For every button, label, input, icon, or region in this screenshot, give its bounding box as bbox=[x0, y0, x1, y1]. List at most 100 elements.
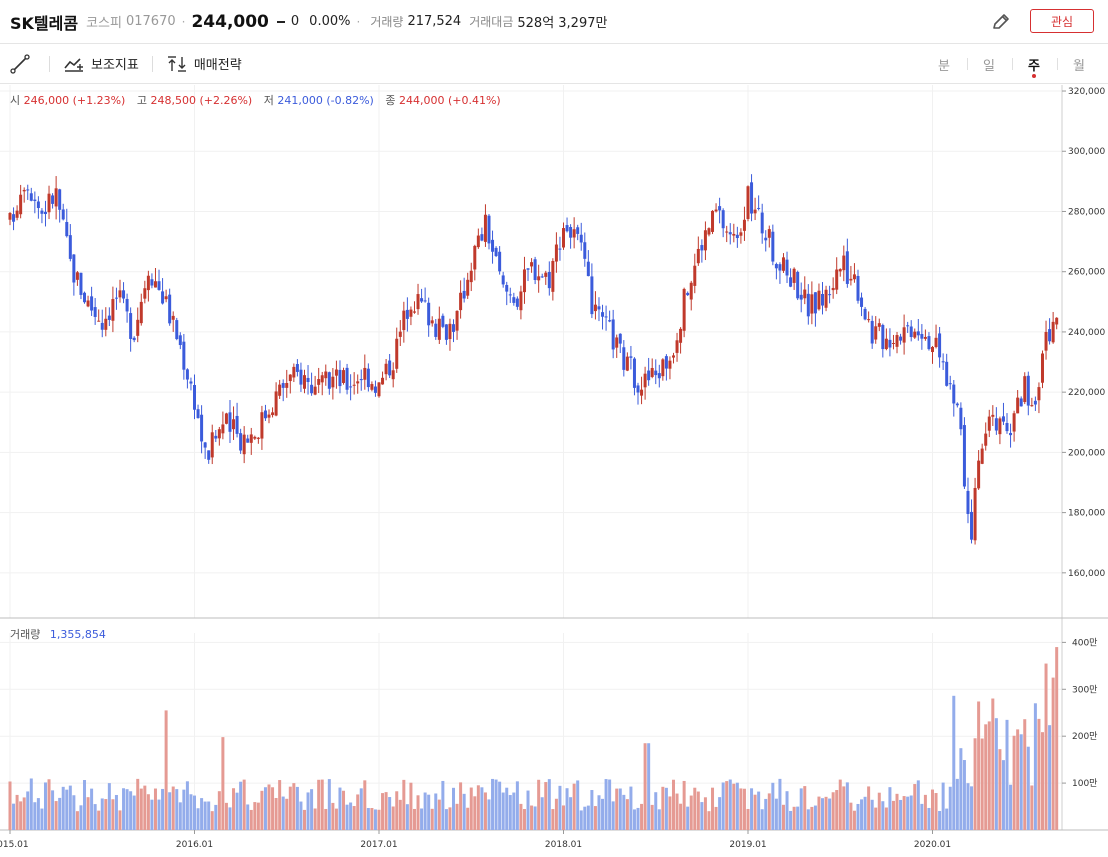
candle-body bbox=[707, 228, 711, 235]
volume-bar bbox=[189, 794, 193, 830]
volume-bar bbox=[547, 779, 551, 830]
volume-bar bbox=[537, 779, 541, 830]
candle-body bbox=[107, 315, 111, 320]
candle-body bbox=[526, 268, 530, 270]
volume-bar bbox=[611, 801, 615, 830]
candle-body bbox=[817, 290, 821, 310]
volume-bar bbox=[473, 796, 477, 830]
volume-bar bbox=[178, 802, 182, 830]
volume-bar bbox=[217, 791, 221, 830]
candle-body bbox=[1044, 331, 1048, 351]
volume-bar bbox=[228, 807, 232, 830]
volume-bar bbox=[934, 793, 938, 830]
volume-bar bbox=[753, 794, 757, 830]
volume-legend-value: 1,355,854 bbox=[49, 628, 106, 641]
volume-bar bbox=[469, 787, 473, 830]
candle-body bbox=[132, 337, 136, 341]
period-day[interactable]: 일 bbox=[983, 58, 995, 74]
volume-bar bbox=[533, 806, 537, 830]
candle-body bbox=[178, 335, 182, 346]
candle-body bbox=[640, 389, 644, 396]
period-week[interactable]: 주 bbox=[1028, 44, 1040, 84]
volume-bar bbox=[352, 806, 356, 830]
volume-bar bbox=[877, 792, 881, 830]
candle-body bbox=[615, 337, 619, 348]
volume-bar bbox=[444, 809, 448, 830]
candle-body bbox=[260, 412, 264, 439]
candle-body bbox=[430, 320, 434, 324]
high-label: 고 bbox=[136, 94, 147, 107]
volume-bar bbox=[377, 809, 381, 830]
candle-body bbox=[718, 206, 722, 211]
price-tick-label: 320,000 bbox=[1068, 87, 1105, 97]
volume-bar bbox=[1044, 663, 1048, 830]
candle-body bbox=[455, 310, 459, 331]
time-tick-label: 2015.01 bbox=[0, 840, 29, 850]
candle-body bbox=[271, 412, 275, 416]
line-draw-tool[interactable] bbox=[10, 53, 36, 74]
period-month[interactable]: 월 bbox=[1073, 58, 1085, 74]
candle-body bbox=[611, 319, 615, 350]
volume-bar bbox=[728, 779, 732, 830]
candle-body bbox=[342, 370, 346, 383]
stock-chart[interactable]: 160,000 180,000 200,000 220,000 240,000 260,0… bbox=[0, 85, 1108, 857]
pencil-icon[interactable] bbox=[990, 11, 1012, 33]
strategy-button[interactable]: 매매전략 bbox=[166, 54, 242, 73]
buy-sell-arrows-icon bbox=[167, 55, 186, 72]
candle-body bbox=[491, 239, 495, 252]
volume-bar bbox=[994, 718, 998, 830]
volume-bar bbox=[139, 788, 143, 830]
volume-bar bbox=[661, 786, 665, 830]
period-minute[interactable]: 분 bbox=[938, 58, 950, 74]
candle-body bbox=[540, 276, 544, 278]
volume-bar bbox=[810, 806, 814, 830]
candle-body bbox=[987, 416, 991, 431]
candle-body bbox=[253, 436, 257, 439]
volume-bar bbox=[618, 788, 622, 830]
candle-body bbox=[398, 331, 402, 337]
candle-body bbox=[359, 379, 363, 381]
volume-bar bbox=[874, 807, 878, 830]
volume-bar bbox=[572, 783, 576, 830]
volume-bar bbox=[785, 791, 789, 830]
volume-bar bbox=[721, 782, 725, 830]
candle-body bbox=[519, 291, 523, 311]
volume-bar bbox=[735, 782, 739, 830]
volume-bar bbox=[61, 786, 65, 830]
open-value: 246,000 (+1.23%) bbox=[23, 94, 126, 107]
candle-body bbox=[643, 373, 647, 388]
volume-bar bbox=[604, 779, 608, 830]
volume-bar bbox=[412, 808, 416, 830]
volume-bar bbox=[558, 785, 562, 830]
candle-body bbox=[1037, 387, 1041, 401]
candle-body bbox=[874, 326, 878, 340]
volume-bar bbox=[512, 792, 516, 830]
candle-body bbox=[36, 201, 40, 209]
volume-bar bbox=[295, 786, 299, 830]
candle-body bbox=[1023, 376, 1027, 403]
volume-bar bbox=[391, 806, 395, 830]
candle-body bbox=[324, 371, 328, 379]
candle-body bbox=[420, 298, 424, 302]
candle-body bbox=[505, 284, 509, 292]
favorite-button[interactable]: 관심 bbox=[1030, 9, 1094, 33]
volume-bar bbox=[714, 806, 718, 830]
volume-bar bbox=[168, 792, 172, 830]
candle-body bbox=[203, 442, 207, 448]
candle-body bbox=[8, 212, 12, 220]
volume-bar bbox=[221, 737, 225, 830]
candle-body bbox=[569, 227, 573, 238]
volume-bar bbox=[945, 808, 949, 830]
volume-bar bbox=[906, 796, 910, 830]
volume-bar bbox=[437, 799, 441, 830]
volume-bar bbox=[530, 805, 534, 830]
volume-bar bbox=[86, 797, 90, 830]
indicator-button[interactable]: 보조지표 bbox=[63, 54, 139, 73]
period-divider bbox=[1012, 58, 1013, 70]
volume-bar bbox=[725, 781, 729, 830]
volume-bar bbox=[448, 807, 452, 830]
candle-body bbox=[888, 339, 892, 348]
candle-body bbox=[441, 315, 445, 327]
volume-bar bbox=[891, 800, 895, 830]
volume-bar bbox=[423, 792, 427, 830]
